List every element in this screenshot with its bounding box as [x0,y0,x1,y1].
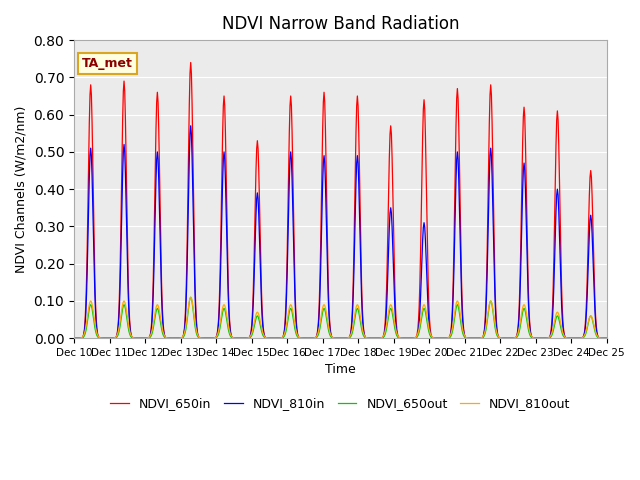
NDVI_810in [258,302,266,308]
NDVI_810in [396,335,404,341]
NDVI_650out [259,331,266,336]
Y-axis label: NDVI Channels (W/m2/nm): NDVI Channels (W/m2/nm) [15,106,28,273]
NDVI_810in [426,331,434,337]
NDVI_810out [426,328,433,334]
NDVI_650in [570,336,578,341]
NDVI_650in [231,336,239,341]
NDVI_650out [231,336,239,341]
NDVI_650out [426,333,434,339]
NDVI_810in [603,336,611,341]
NDVI_650in [603,336,611,341]
NDVI_650out [237,336,244,341]
Line: NDVI_650in: NDVI_650in [74,62,607,338]
NDVI_650in [187,60,195,65]
NDVI_650in [426,318,433,324]
NDVI_650out [397,335,404,341]
NDVI_810in [278,335,285,341]
Title: NDVI Narrow Band Radiation: NDVI Narrow Band Radiation [221,15,459,33]
NDVI_810out [132,336,140,341]
Line: NDVI_810out: NDVI_810out [74,297,607,338]
NDVI_650out [603,336,611,341]
NDVI_650in [278,335,285,341]
Line: NDVI_810in: NDVI_810in [74,126,607,338]
NDVI_810out [258,324,266,330]
NDVI_650in [396,335,404,341]
Legend: NDVI_650in, NDVI_810in, NDVI_650out, NDVI_810out: NDVI_650in, NDVI_810in, NDVI_650out, NDV… [106,392,575,415]
NDVI_810out [187,294,195,300]
Line: NDVI_650out: NDVI_650out [74,297,607,338]
NDVI_650out [187,294,195,300]
NDVI_650out [278,335,286,341]
NDVI_650out [132,336,140,341]
NDVI_810in [187,123,195,129]
NDVI_810out [278,335,285,341]
NDVI_810out [231,335,239,341]
X-axis label: Time: Time [325,363,356,376]
NDVI_810out [603,336,611,341]
NDVI_810in [231,336,239,341]
NDVI_810out [396,335,404,341]
NDVI_810in [404,336,412,341]
NDVI_650in [258,290,266,296]
NDVI_810in [132,336,140,341]
Text: TA_met: TA_met [82,57,133,70]
NDVI_810out [570,336,578,341]
NDVI_810out [70,336,78,341]
NDVI_650in [132,336,140,341]
NDVI_810in [70,336,78,341]
NDVI_650in [70,336,78,341]
NDVI_650out [70,336,78,341]
